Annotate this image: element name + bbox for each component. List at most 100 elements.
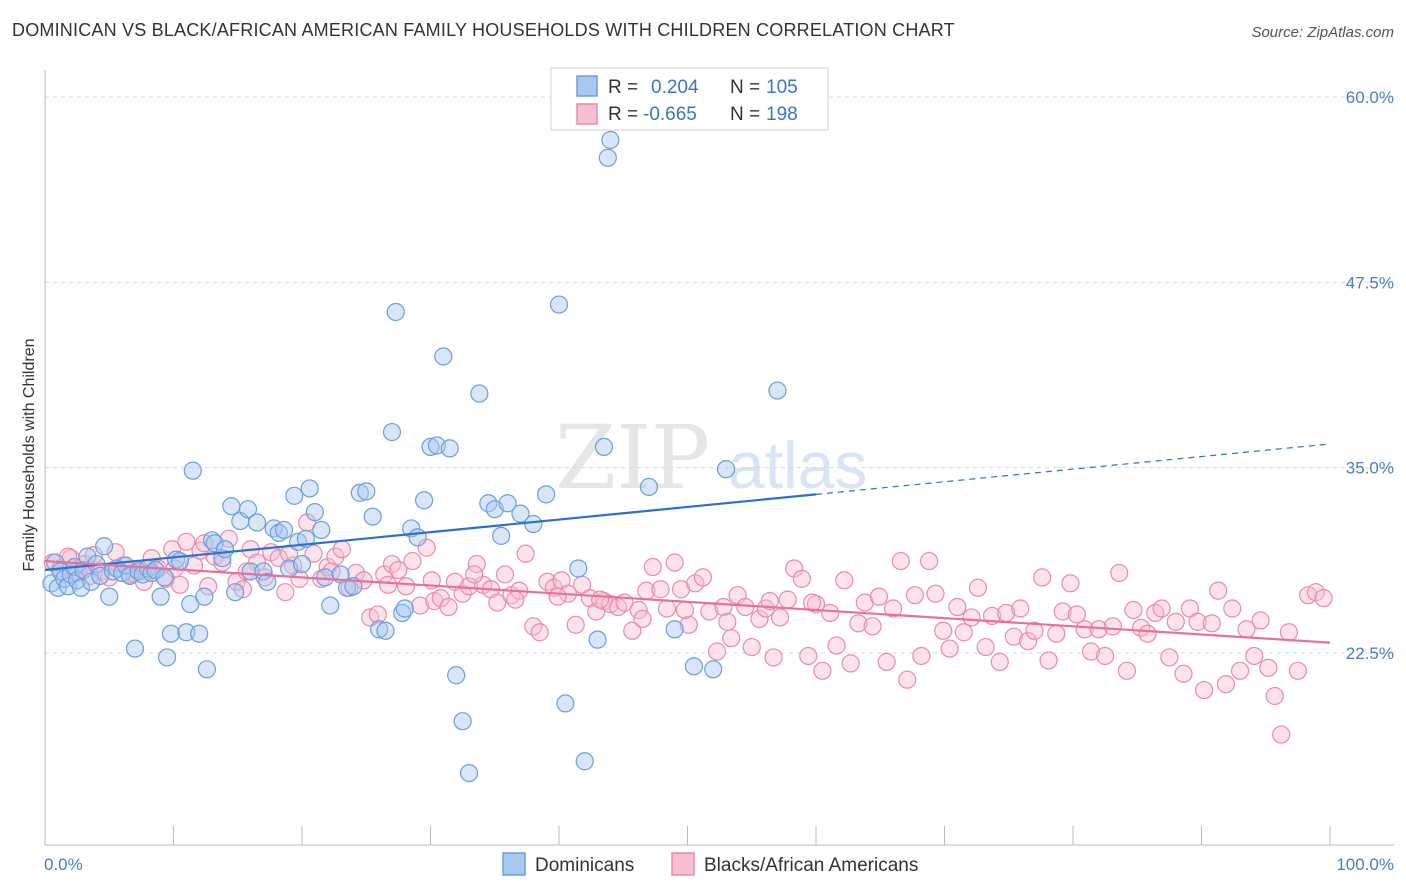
pink-point — [1011, 599, 1030, 618]
pink-point — [170, 575, 190, 594]
bottom-legend-label-blue: Dominicans — [535, 855, 634, 876]
blue-point — [601, 130, 620, 150]
pink-point — [742, 637, 761, 657]
pink-point — [1265, 686, 1284, 706]
pink-point — [1103, 617, 1122, 636]
blue-point — [312, 520, 331, 540]
blue-point — [408, 528, 427, 547]
pink-point — [919, 551, 939, 571]
pink-point — [1288, 661, 1307, 680]
blue-point — [498, 494, 517, 513]
pink-point — [332, 540, 351, 559]
blue-point — [305, 503, 324, 522]
pink-point — [722, 629, 741, 648]
pink-point — [679, 615, 698, 634]
pink-point — [1039, 651, 1058, 670]
pink-point — [1138, 624, 1157, 643]
legend-r-value-pink: -0.665 — [643, 104, 697, 125]
watermark-atlas: atlas — [728, 428, 867, 502]
pink-point — [396, 577, 416, 596]
blue-point — [768, 381, 787, 400]
blue-point — [588, 630, 607, 649]
blue-point — [639, 477, 659, 497]
pink-point — [304, 544, 323, 563]
blue-point — [684, 657, 704, 676]
pink-point — [516, 544, 535, 563]
blue-point — [492, 526, 511, 545]
blue-point — [434, 347, 453, 366]
pink-point — [976, 637, 995, 657]
pink-point — [439, 597, 458, 617]
pink-point — [1096, 646, 1115, 666]
blue-point — [470, 384, 489, 403]
pink-point — [750, 609, 769, 628]
pink-point — [213, 553, 232, 572]
legend-r-label-blue: R = — [608, 77, 638, 98]
legend-n-label-pink: N = — [730, 104, 760, 125]
y-axis-title: Family Households with Children — [21, 339, 38, 572]
pink-point — [1067, 605, 1086, 624]
pink-point — [934, 621, 953, 640]
pink-point — [1081, 642, 1101, 661]
blue-point — [300, 479, 319, 498]
pink-point — [1117, 661, 1137, 680]
blue-point — [453, 712, 472, 731]
legend-n-value-pink: 198 — [766, 104, 798, 125]
legend-r-label-pink: R = — [608, 104, 638, 125]
pink-point — [1188, 612, 1207, 631]
blue-point — [537, 485, 556, 504]
pink-point — [827, 636, 846, 655]
pink-point — [411, 596, 430, 615]
bottom-legend: Dominicans Blacks/African Americans — [502, 852, 918, 876]
blue-point — [292, 554, 312, 574]
blue-point — [459, 763, 479, 783]
pink-point — [1110, 563, 1129, 583]
pink-point — [962, 608, 981, 627]
blue-point — [205, 534, 224, 553]
pink-point — [803, 593, 822, 612]
blue-point — [344, 577, 363, 596]
blue-trend-extension — [815, 443, 1331, 495]
pink-point — [1272, 725, 1291, 744]
blue-point — [376, 621, 395, 640]
pink-point — [990, 652, 1009, 671]
pink-point — [799, 646, 818, 666]
blue-point — [190, 624, 209, 643]
blue-point — [157, 648, 177, 667]
blue-point — [321, 596, 340, 615]
legend: R = 0.204 N = 105 R = -0.665 N = 198 — [550, 67, 829, 131]
pink-point — [1047, 624, 1066, 643]
blue-point — [181, 594, 200, 614]
blue-point — [569, 559, 588, 578]
pink-point — [770, 608, 790, 627]
pink-point — [368, 605, 387, 624]
legend-r-value-blue: 0.204 — [651, 77, 699, 98]
pink-point — [948, 597, 967, 617]
legend-n-value-blue: 105 — [766, 77, 798, 98]
blue-trend-line — [44, 493, 817, 572]
pink-point — [718, 612, 737, 631]
chart-title: DOMINICAN VS BLACK/AFRICAN AMERICAN FAMI… — [12, 20, 955, 40]
blue-point — [222, 497, 241, 516]
pink-point — [1209, 581, 1228, 600]
pink-point — [1259, 658, 1278, 677]
blue-point — [716, 460, 736, 479]
pink-point — [675, 600, 695, 620]
pink-point — [495, 565, 515, 584]
blue-point — [549, 295, 569, 314]
pink-point — [835, 571, 854, 590]
blue-point — [575, 752, 594, 771]
blue-point — [215, 540, 234, 559]
blue-points — [42, 130, 787, 783]
pink-point — [417, 538, 436, 557]
pink-point — [1004, 627, 1023, 646]
blue-point — [285, 486, 304, 505]
pink-point — [643, 557, 662, 577]
pink-point — [1124, 600, 1143, 620]
blue-point — [247, 513, 267, 532]
x-tick-label-max: 100.0% — [1336, 855, 1394, 874]
blue-point — [704, 660, 723, 679]
blue-point — [195, 587, 214, 606]
legend-swatch-blue — [576, 75, 598, 97]
blue-point — [238, 500, 258, 519]
